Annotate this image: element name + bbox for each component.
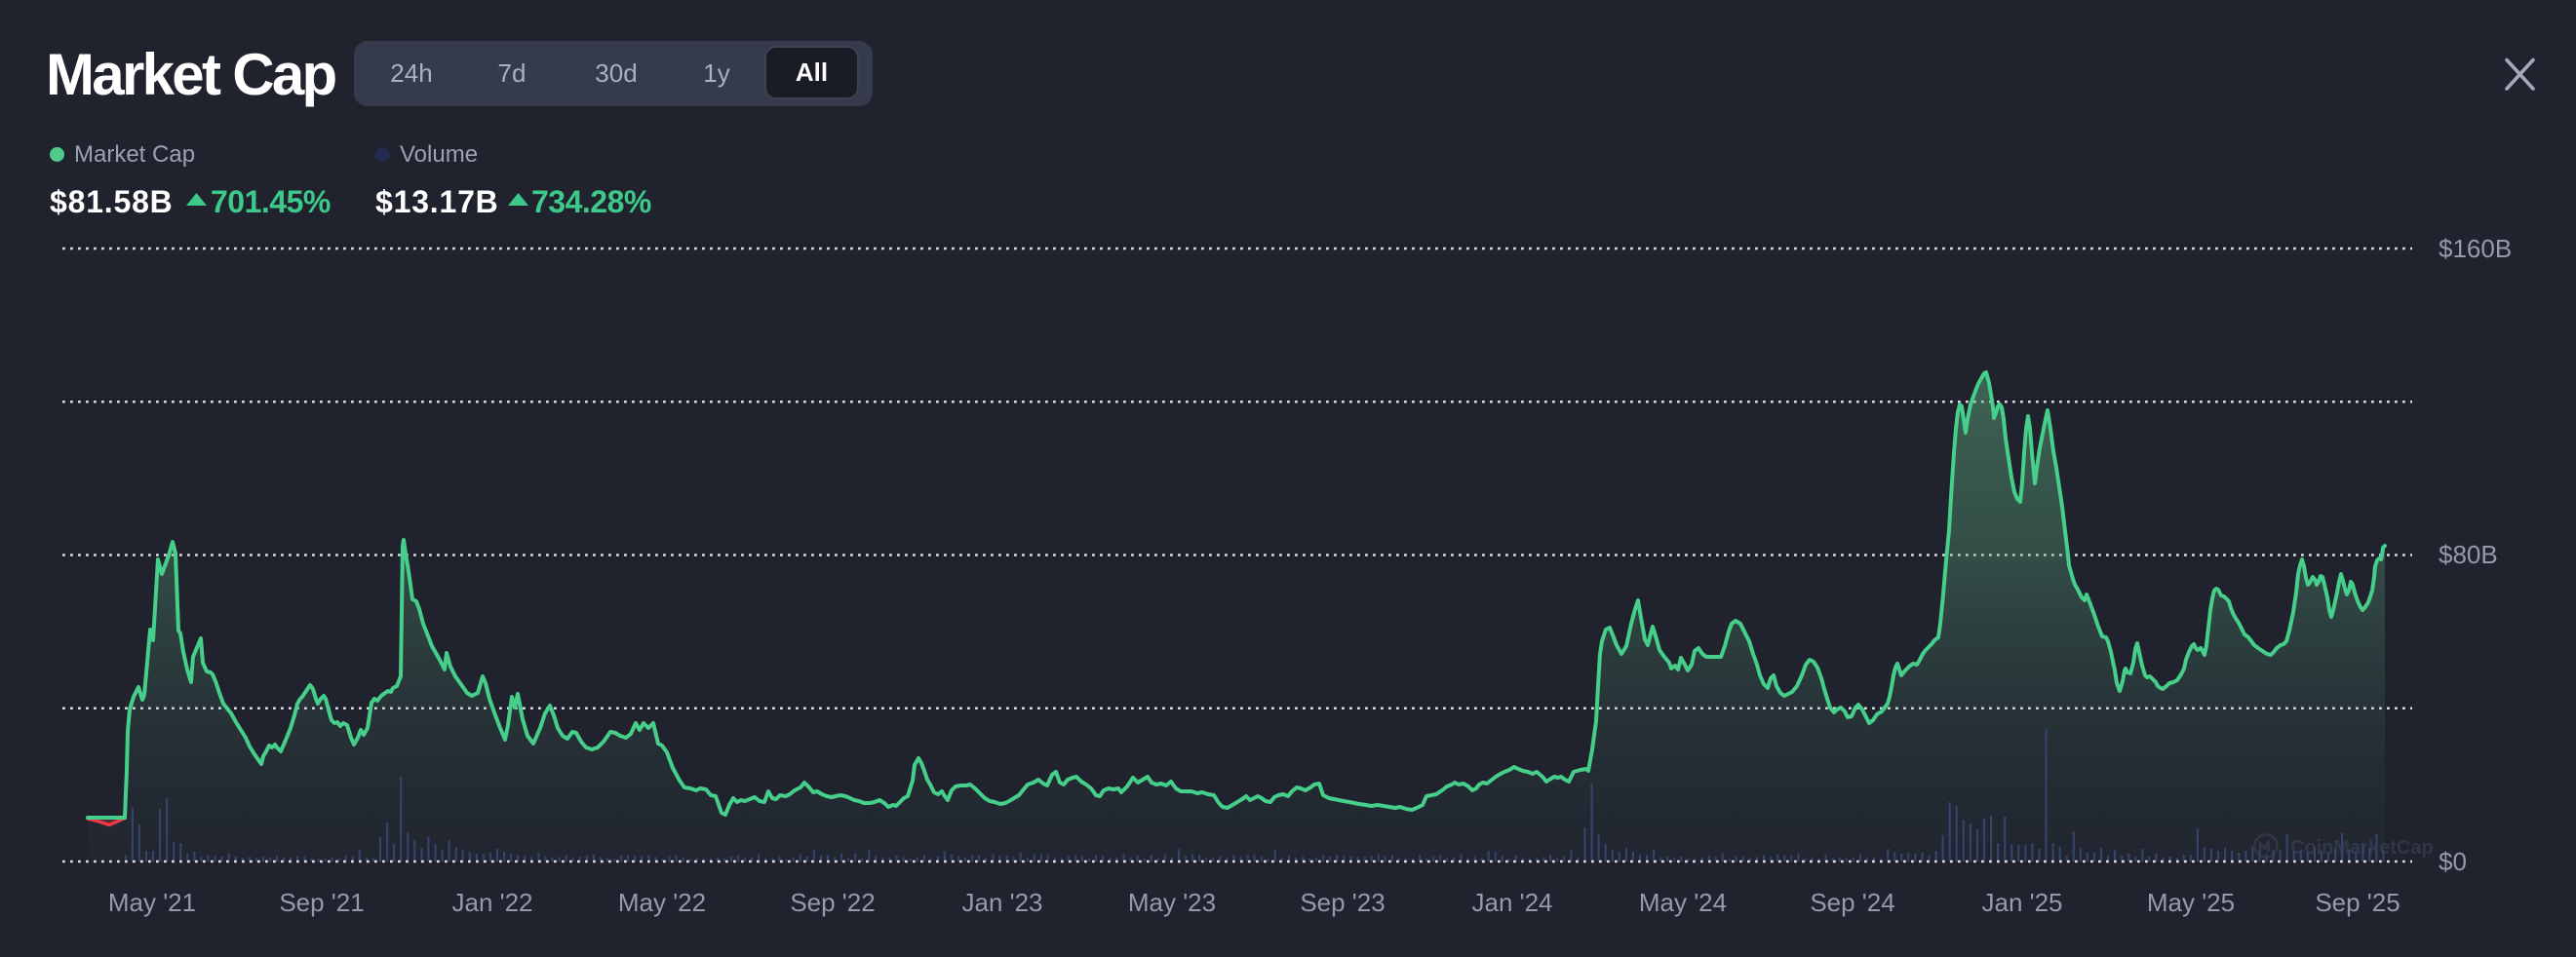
svg-text:May '23: May '23 [1128,888,1216,917]
svg-text:Sep '22: Sep '22 [790,888,875,917]
svg-text:Sep '23: Sep '23 [1300,888,1385,917]
svg-text:Sep '25: Sep '25 [2315,888,2400,917]
svg-text:$160B: $160B [2439,234,2512,263]
svg-text:Jan '24: Jan '24 [1471,888,1552,917]
svg-text:Sep '21: Sep '21 [279,888,364,917]
svg-text:May '21: May '21 [108,888,196,917]
svg-text:May '25: May '25 [2147,888,2235,917]
svg-text:Jan '22: Jan '22 [451,888,532,917]
svg-text:$0: $0 [2439,847,2467,876]
svg-text:May '24: May '24 [1639,888,1727,917]
svg-text:Jan '25: Jan '25 [1981,888,2062,917]
svg-text:Jan '23: Jan '23 [961,888,1042,917]
svg-text:Sep '24: Sep '24 [1810,888,1894,917]
svg-text:May '22: May '22 [618,888,706,917]
svg-text:$80B: $80B [2439,540,2498,569]
